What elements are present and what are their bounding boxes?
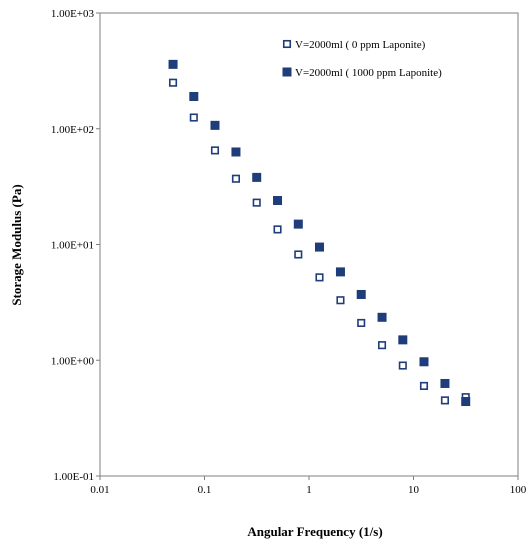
y-tick-label: 1.00E-01 [53, 471, 94, 483]
data-point-series-2 [461, 397, 471, 407]
data-point-series-2 [273, 195, 283, 205]
data-point-series-1 [377, 341, 387, 350]
x-tick-label: 10 [408, 484, 420, 496]
data-point-series-2 [168, 59, 178, 69]
legend-label-series-2: V=2000ml ( 1000 ppm Laponite) [295, 67, 442, 79]
data-point-series-1 [252, 198, 261, 207]
y-tick-label: 1.00E+02 [51, 124, 94, 136]
data-point-series-2 [356, 289, 366, 299]
data-point-series-1 [398, 361, 407, 370]
legend: V=2000ml ( 0 ppm Laponite) V=2000ml ( 100… [282, 39, 442, 79]
data-point-series-1 [294, 250, 303, 259]
data-point-series-1 [168, 78, 178, 87]
data-point-series-2 [231, 147, 241, 157]
data-point-series-2 [377, 312, 387, 322]
data-point-series-1 [315, 273, 324, 282]
x-axis-title: Angular Frequency (1/s) [247, 524, 382, 539]
data-point-series-1 [357, 318, 366, 328]
x-tick-label: 0.01 [90, 484, 109, 496]
legend-marker-series-1 [282, 39, 292, 49]
x-axis-ticks: 0.01 0.1 1 10 100 [90, 476, 527, 496]
plot-area [99, 12, 519, 477]
x-tick-label: 1 [306, 484, 312, 496]
data-point-series-2 [210, 120, 220, 130]
data-point-series-2 [293, 219, 303, 229]
data-point-series-1 [419, 381, 429, 390]
y-axis-ticks: 1.00E-01 1.00E+00 1.00E+01 1.00E+02 1.00E+03 [51, 8, 100, 483]
data-point-series-2 [440, 378, 450, 388]
data-point-series-1 [273, 225, 282, 234]
data-point-series-2 [419, 357, 429, 367]
x-tick-label: 0.1 [198, 484, 212, 496]
data-point-series-1 [189, 113, 198, 122]
y-axis-title: Storage Modulus (Pa) [9, 184, 24, 305]
data-point-series-2 [398, 335, 408, 345]
data-points [168, 59, 471, 407]
data-point-series-2 [189, 91, 199, 101]
y-tick-label: 1.00E+01 [51, 240, 94, 252]
data-point-series-2 [335, 267, 345, 277]
data-point-series-1 [210, 146, 220, 155]
data-point-series-1 [336, 296, 345, 305]
data-point-series-2 [252, 172, 262, 182]
x-tick-label: 100 [510, 484, 527, 496]
legend-marker-series-2 [282, 67, 292, 77]
legend-label-series-1: V=2000ml ( 0 ppm Laponite) [295, 39, 426, 51]
y-tick-label: 1.00E+00 [51, 355, 95, 367]
y-tick-label: 1.00E+03 [51, 8, 95, 20]
data-point-series-1 [231, 174, 241, 183]
data-point-series-1 [440, 396, 450, 405]
data-point-series-2 [314, 242, 324, 252]
